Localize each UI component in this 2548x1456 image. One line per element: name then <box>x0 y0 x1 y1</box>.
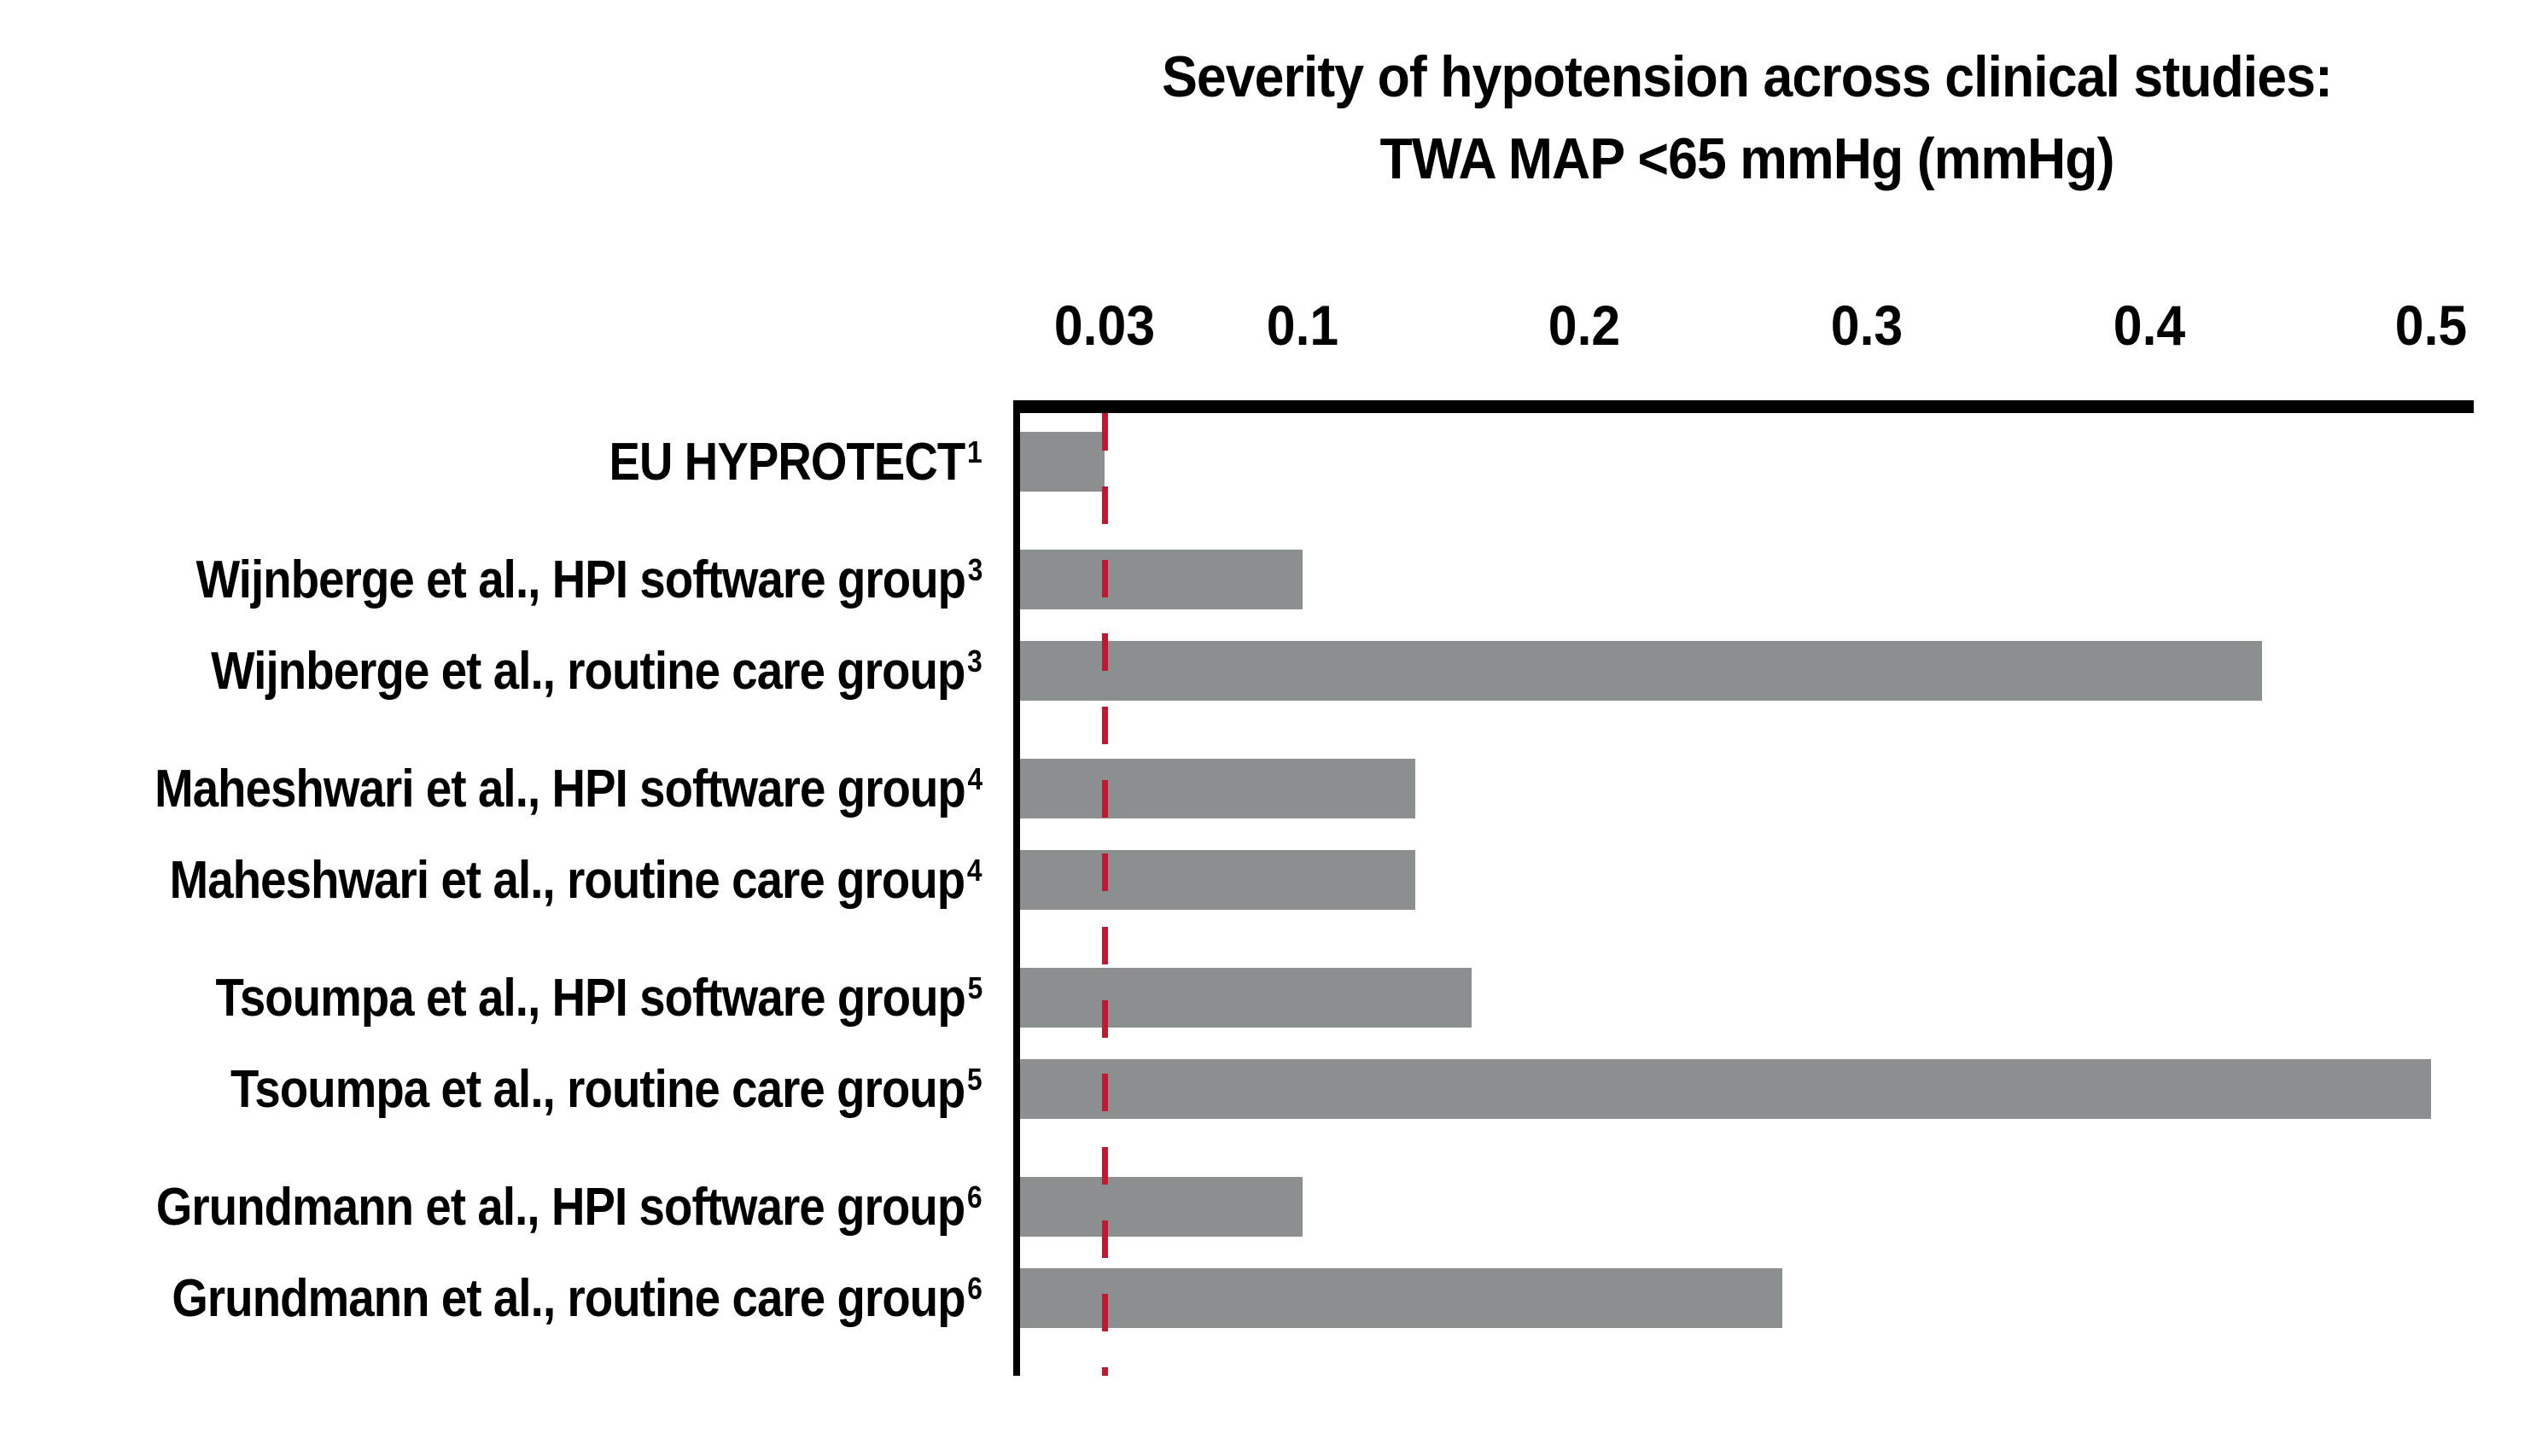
category-label-text: Maheshwari et al., routine care group4 <box>170 850 982 910</box>
bar-tsoumpa-et-al-hpi-software-group <box>1020 968 1472 1028</box>
category-label-maheshwari-et-al-routine-care-group: Maheshwari et al., routine care group4 <box>26 850 982 910</box>
bar-maheshwari-et-al-hpi-software-group <box>1020 759 1415 818</box>
reference-superscript: 1 <box>967 434 982 469</box>
category-label-grundmann-et-al-hpi-software-group: Grundmann et al., HPI software group6 <box>26 1177 982 1237</box>
category-label-text: Wijnberge et al., routine care group3 <box>211 641 982 701</box>
category-label-eu-hyprotect: EU HYPROTECT1 <box>26 432 982 492</box>
reference-superscript: 4 <box>967 852 982 888</box>
bar-wijnberge-et-al-routine-care-group <box>1020 641 2262 701</box>
plot-area <box>1013 400 2474 1376</box>
bar-maheshwari-et-al-routine-care-group <box>1020 850 1415 910</box>
reference-superscript: 3 <box>967 551 982 587</box>
x-tick-0.2: 0.2 <box>1548 294 1621 357</box>
x-tick-0.4: 0.4 <box>2113 294 2185 357</box>
bar-wijnberge-et-al-hpi-software-group <box>1020 550 1303 609</box>
category-label-text: Maheshwari et al., HPI software group4 <box>154 759 982 818</box>
reference-dashed-line <box>1101 413 1108 1376</box>
chart-title-line-1: Severity of hypotension across clinical … <box>1162 44 2333 109</box>
category-label-text: Wijnberge et al., HPI software group3 <box>195 550 982 609</box>
reference-superscript: 4 <box>967 760 982 796</box>
category-label-text: Tsoumpa et al., HPI software group5 <box>215 968 982 1028</box>
chart-title-line-2: TWA MAP <65 mmHg (mmHg) <box>1379 126 2115 191</box>
reference-superscript: 6 <box>967 1179 982 1214</box>
category-label-grundmann-et-al-routine-care-group: Grundmann et al., routine care group6 <box>26 1268 982 1328</box>
category-label-tsoumpa-et-al-routine-care-group: Tsoumpa et al., routine care group5 <box>26 1059 982 1119</box>
x-tick-0.1: 0.1 <box>1266 294 1338 357</box>
category-label-text: Grundmann et al., HPI software group6 <box>156 1177 982 1237</box>
reference-superscript: 3 <box>967 643 982 678</box>
x-tick-0.03: 0.03 <box>1054 294 1156 357</box>
bar-eu-hyprotect <box>1020 432 1105 492</box>
chart-title: Severity of hypotension across clinical … <box>1020 36 2474 200</box>
category-label-wijnberge-et-al-routine-care-group: Wijnberge et al., routine care group3 <box>26 641 982 701</box>
category-label-wijnberge-et-al-hpi-software-group: Wijnberge et al., HPI software group3 <box>26 550 982 609</box>
reference-superscript: 5 <box>967 1061 982 1097</box>
x-tick-0.3: 0.3 <box>1830 294 1904 357</box>
category-label-text: Tsoumpa et al., routine care group5 <box>230 1059 982 1119</box>
category-label-maheshwari-et-al-hpi-software-group: Maheshwari et al., HPI software group4 <box>26 759 982 818</box>
bar-grundmann-et-al-routine-care-group <box>1020 1268 1782 1328</box>
reference-superscript: 5 <box>967 970 982 1005</box>
category-label-text: Grundmann et al., routine care group6 <box>172 1268 982 1328</box>
category-label-text: EU HYPROTECT1 <box>609 432 982 492</box>
bar-tsoumpa-et-al-routine-care-group <box>1020 1059 2432 1119</box>
reference-superscript: 6 <box>967 1270 982 1306</box>
category-label-tsoumpa-et-al-hpi-software-group: Tsoumpa et al., HPI software group5 <box>26 968 982 1028</box>
x-tick-0.5: 0.5 <box>2395 294 2468 357</box>
bar-grundmann-et-al-hpi-software-group <box>1020 1177 1303 1237</box>
